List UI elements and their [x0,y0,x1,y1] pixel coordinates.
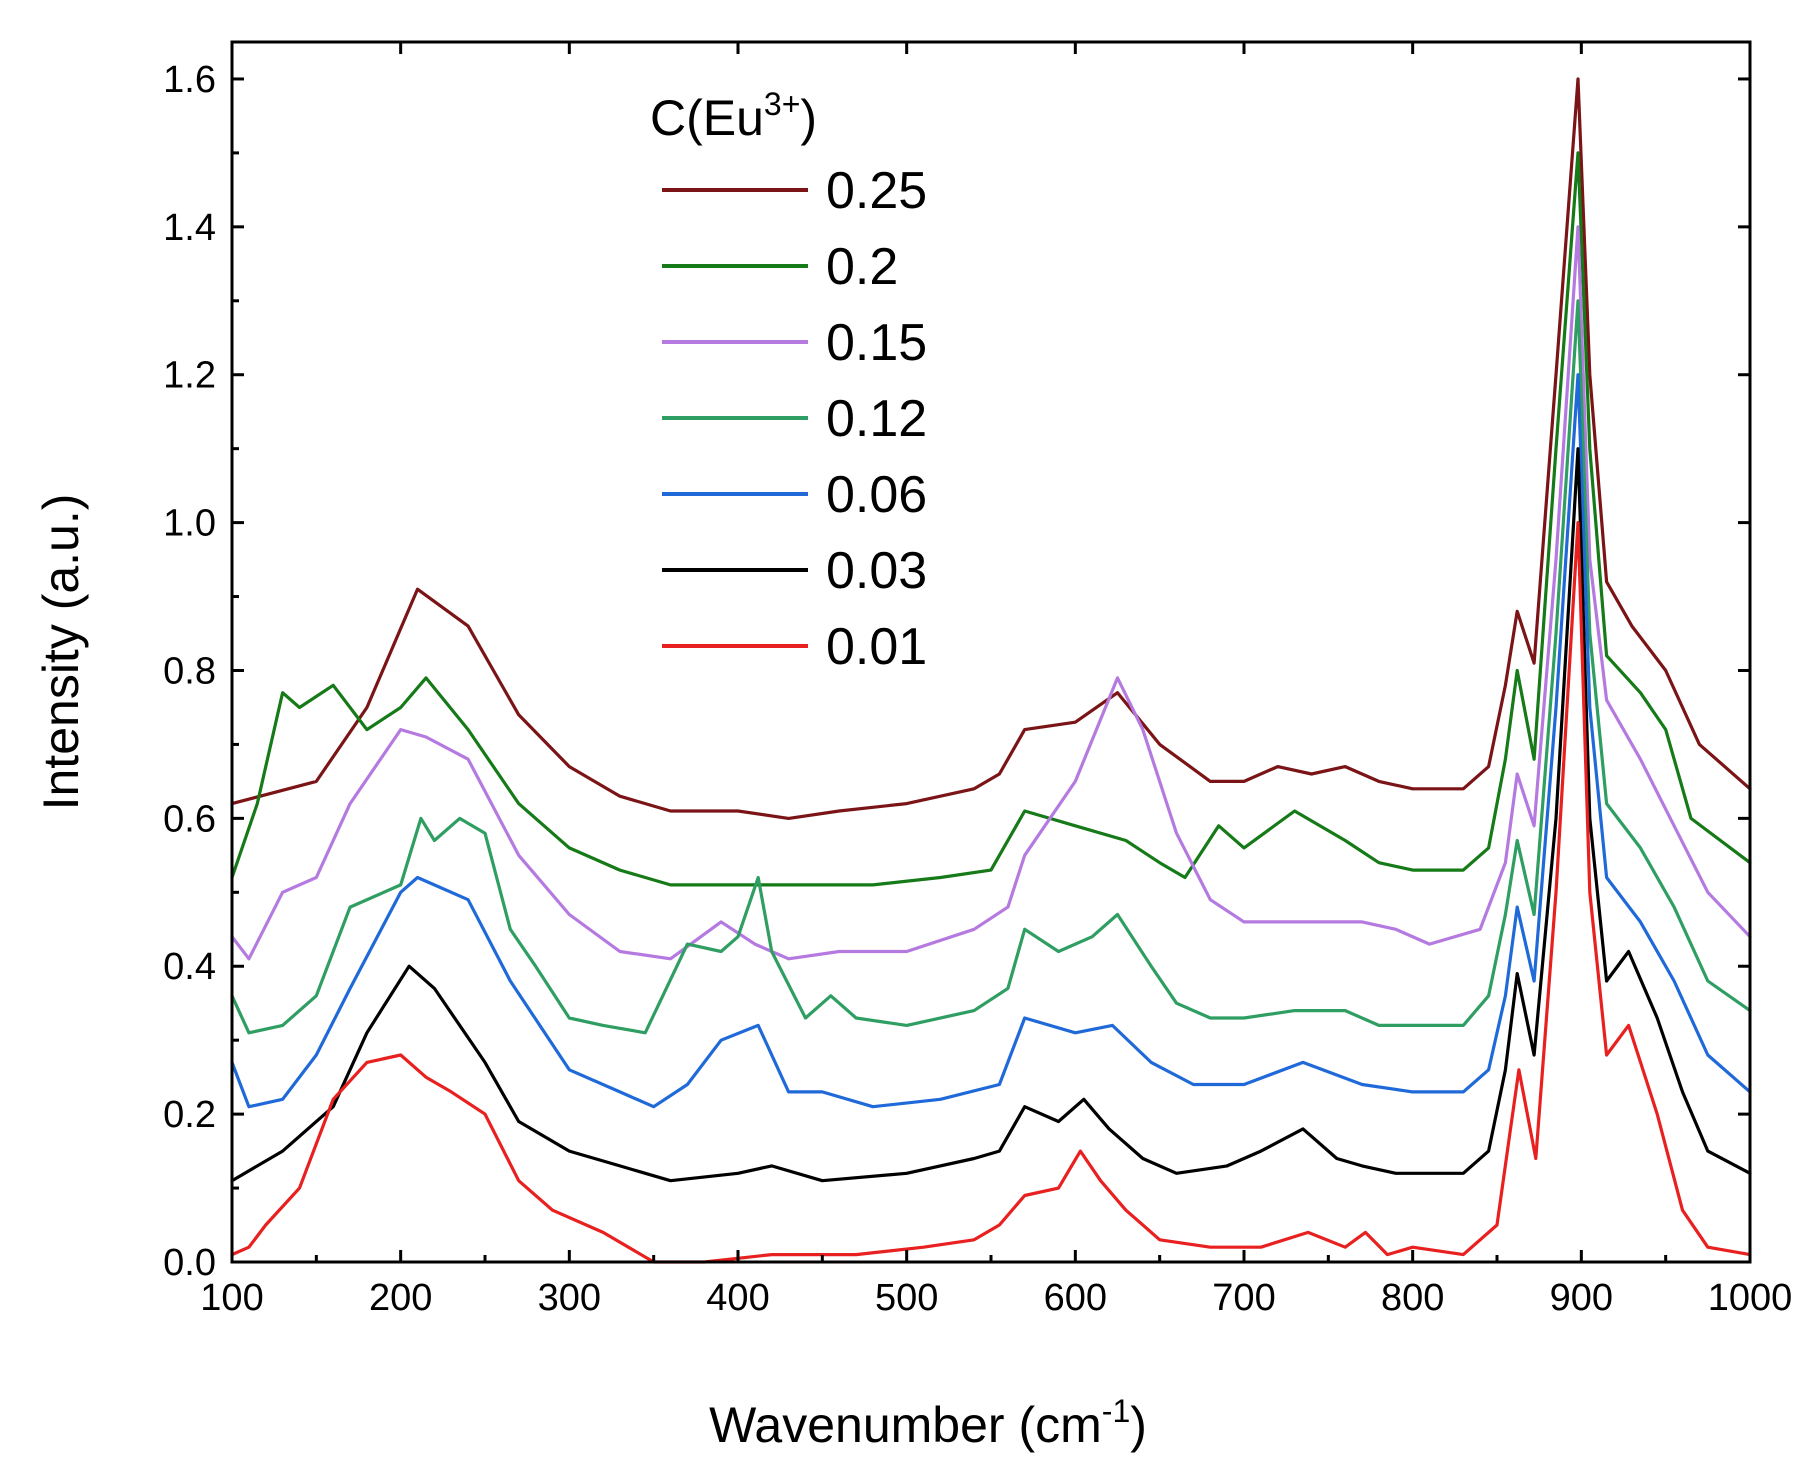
x-tick-label: 200 [369,1277,432,1319]
y-tick-label: 0.6 [163,798,216,840]
x-axis-title: Wavenumber (cm-1) [709,1393,1147,1453]
y-tick-label: 0.0 [163,1242,216,1284]
series-line-0.25 [230,77,1752,821]
y-tick-label: 1.2 [163,355,216,397]
x-tick-label: 500 [875,1277,938,1319]
series-line-0.15 [230,225,1752,961]
legend-label-0.01: 0.01 [826,618,927,676]
series-line-0.12 [230,299,1752,1035]
y-tick-label: 1.4 [163,207,216,249]
x-tick-label: 1000 [1708,1277,1793,1319]
y-tick-label: 0.8 [163,650,216,692]
series-line-0.06 [230,373,1752,1109]
legend-title: C(Eu3+) [650,86,817,146]
legend-title-main: C(Eu [650,90,764,146]
series-line-0.2 [230,151,1752,887]
x-axis-title-close: ) [1130,1397,1147,1453]
x-tick-label: 100 [200,1277,263,1319]
x-tick-label: 800 [1381,1277,1444,1319]
series-layer [230,77,1752,1264]
ticks-layer: 100 200 300 400 500 600 700 800 900 1000 0.0 0.2 0.4… [163,42,1792,1319]
series-line-0.03 [230,447,1752,1183]
series-line-0.01 [230,520,1752,1264]
legend-label-0.15: 0.15 [826,314,927,372]
y-tick-label: 0.4 [163,946,216,988]
legend: 0.25 0.2 0.15 0.12 0.06 0.03 0.01 [662,162,927,676]
legend-label-0.03: 0.03 [826,542,927,600]
legend-label-0.25: 0.25 [826,162,927,220]
y-tick-label: 1.0 [163,503,216,545]
y-tick-label: 0.2 [163,1094,216,1136]
x-tick-label: 900 [1550,1277,1613,1319]
legend-label-0.12: 0.12 [826,390,927,448]
x-axis-title-main: Wavenumber (cm [709,1397,1102,1453]
legend-label-0.2: 0.2 [826,238,898,296]
x-axis-title-sup: -1 [1102,1393,1130,1429]
x-tick-label: 300 [538,1277,601,1319]
y-axis-title: Intensity (a.u.) [33,494,89,811]
x-tick-label: 400 [706,1277,769,1319]
x-tick-label: 700 [1212,1277,1275,1319]
legend-title-close: ) [800,90,817,146]
legend-label-0.06: 0.06 [826,466,927,524]
y-tick-label: 1.6 [163,59,216,101]
x-tick-label: 600 [1044,1277,1107,1319]
legend-title-sup: 3+ [764,86,800,122]
